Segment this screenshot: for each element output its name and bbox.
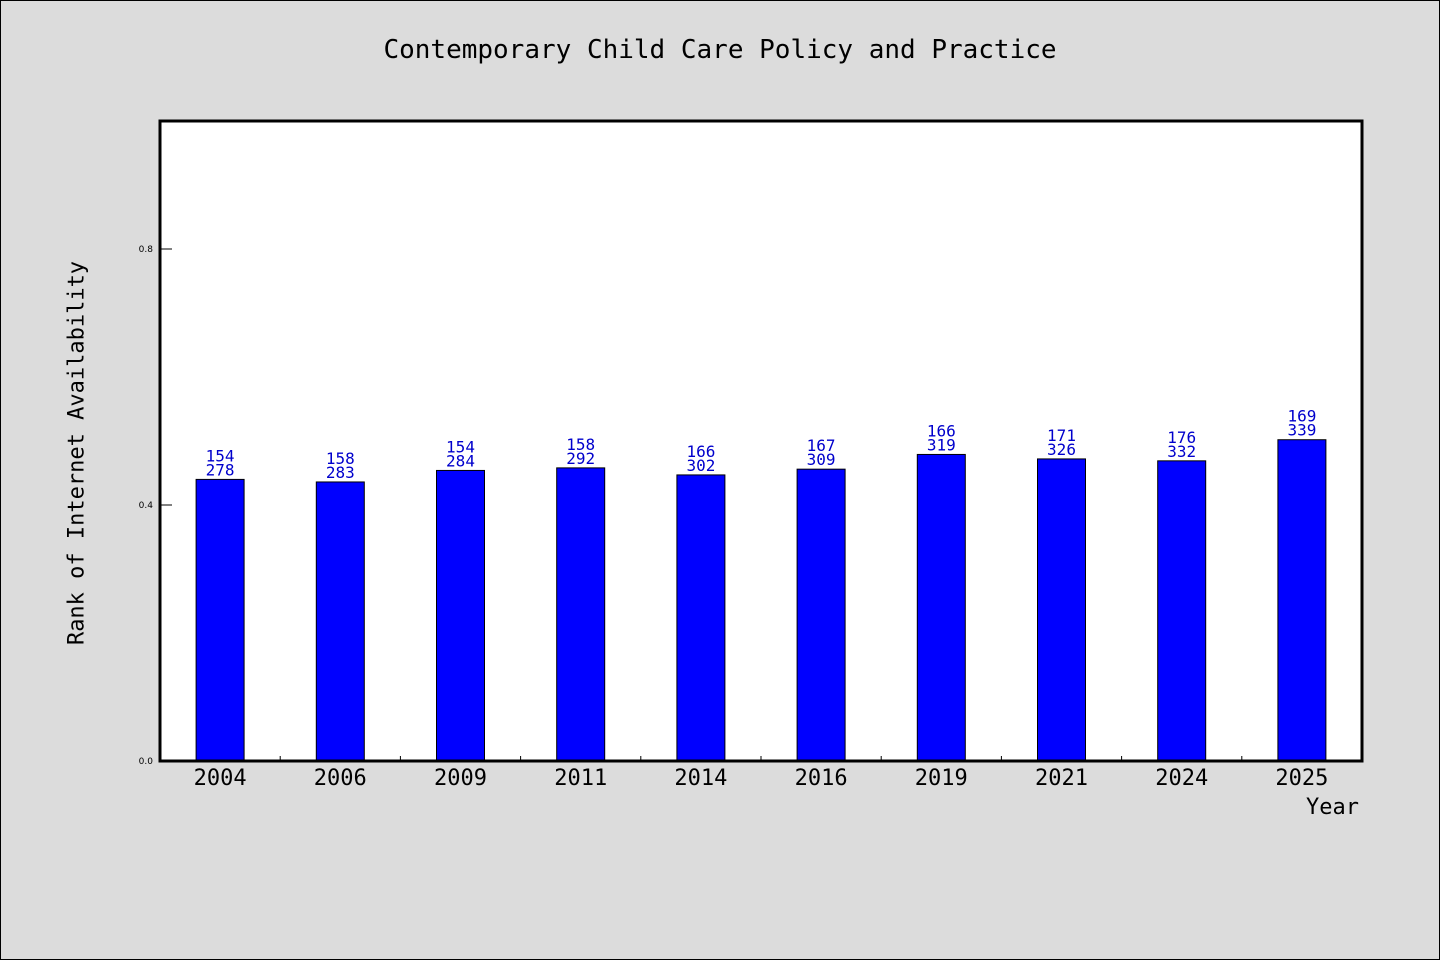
- bar: [315, 481, 365, 762]
- x-axis-label: Year: [1306, 795, 1359, 820]
- bar: [1157, 460, 1207, 762]
- bar-data-label: 302: [686, 456, 715, 475]
- bar: [796, 468, 846, 762]
- bar-data-label: 284: [446, 451, 475, 470]
- x-tick-label: 2016: [795, 766, 848, 791]
- y-tick-label: 0.8: [139, 245, 154, 255]
- bar-data-label: 154: [206, 446, 235, 465]
- chart-title: Contemporary Child Care Policy and Pract…: [383, 35, 1057, 65]
- y-tick-label: 0.4: [139, 501, 154, 511]
- bar-data-label: 309: [807, 450, 836, 469]
- x-tick-label: 2009: [434, 766, 487, 791]
- bar: [1277, 439, 1327, 762]
- x-tick-label: 2021: [1035, 766, 1088, 791]
- y-tick-label: 0.0: [139, 757, 154, 767]
- bar: [916, 453, 966, 762]
- x-tick-label: 2004: [194, 766, 247, 791]
- bar-data-label: 292: [566, 449, 595, 468]
- bar-data-label: 278: [206, 460, 235, 479]
- bar-data-label: 166: [927, 421, 956, 440]
- bar-data-label: 169: [1287, 407, 1316, 426]
- bar-data-label: 319: [927, 435, 956, 454]
- bar-data-label: 332: [1167, 442, 1196, 461]
- bar-data-label: 171: [1047, 426, 1076, 445]
- bar: [1037, 458, 1086, 762]
- x-tick-label: 2014: [674, 766, 727, 791]
- bar: [556, 467, 606, 762]
- bar: [195, 478, 245, 762]
- bar-data-label: 283: [326, 463, 355, 482]
- bar-data-label: 339: [1287, 421, 1316, 440]
- x-tick-label: 2019: [915, 766, 968, 791]
- bar: [436, 469, 485, 762]
- bar-data-label: 167: [807, 436, 836, 455]
- bar-data-label: 154: [446, 437, 475, 456]
- bar-data-label: 326: [1047, 440, 1076, 459]
- bar: [676, 474, 726, 762]
- bar-data-label: 176: [1167, 428, 1196, 447]
- x-tick-label: 2011: [554, 766, 607, 791]
- x-tick-label: 2006: [314, 766, 367, 791]
- x-tick-label: 2024: [1155, 766, 1208, 791]
- bar-data-label: 158: [326, 449, 355, 468]
- x-tick-label: 2025: [1275, 766, 1328, 791]
- bar-data-label: 166: [686, 442, 715, 461]
- bar-data-label: 158: [566, 435, 595, 454]
- plot-frame: [158, 119, 1364, 763]
